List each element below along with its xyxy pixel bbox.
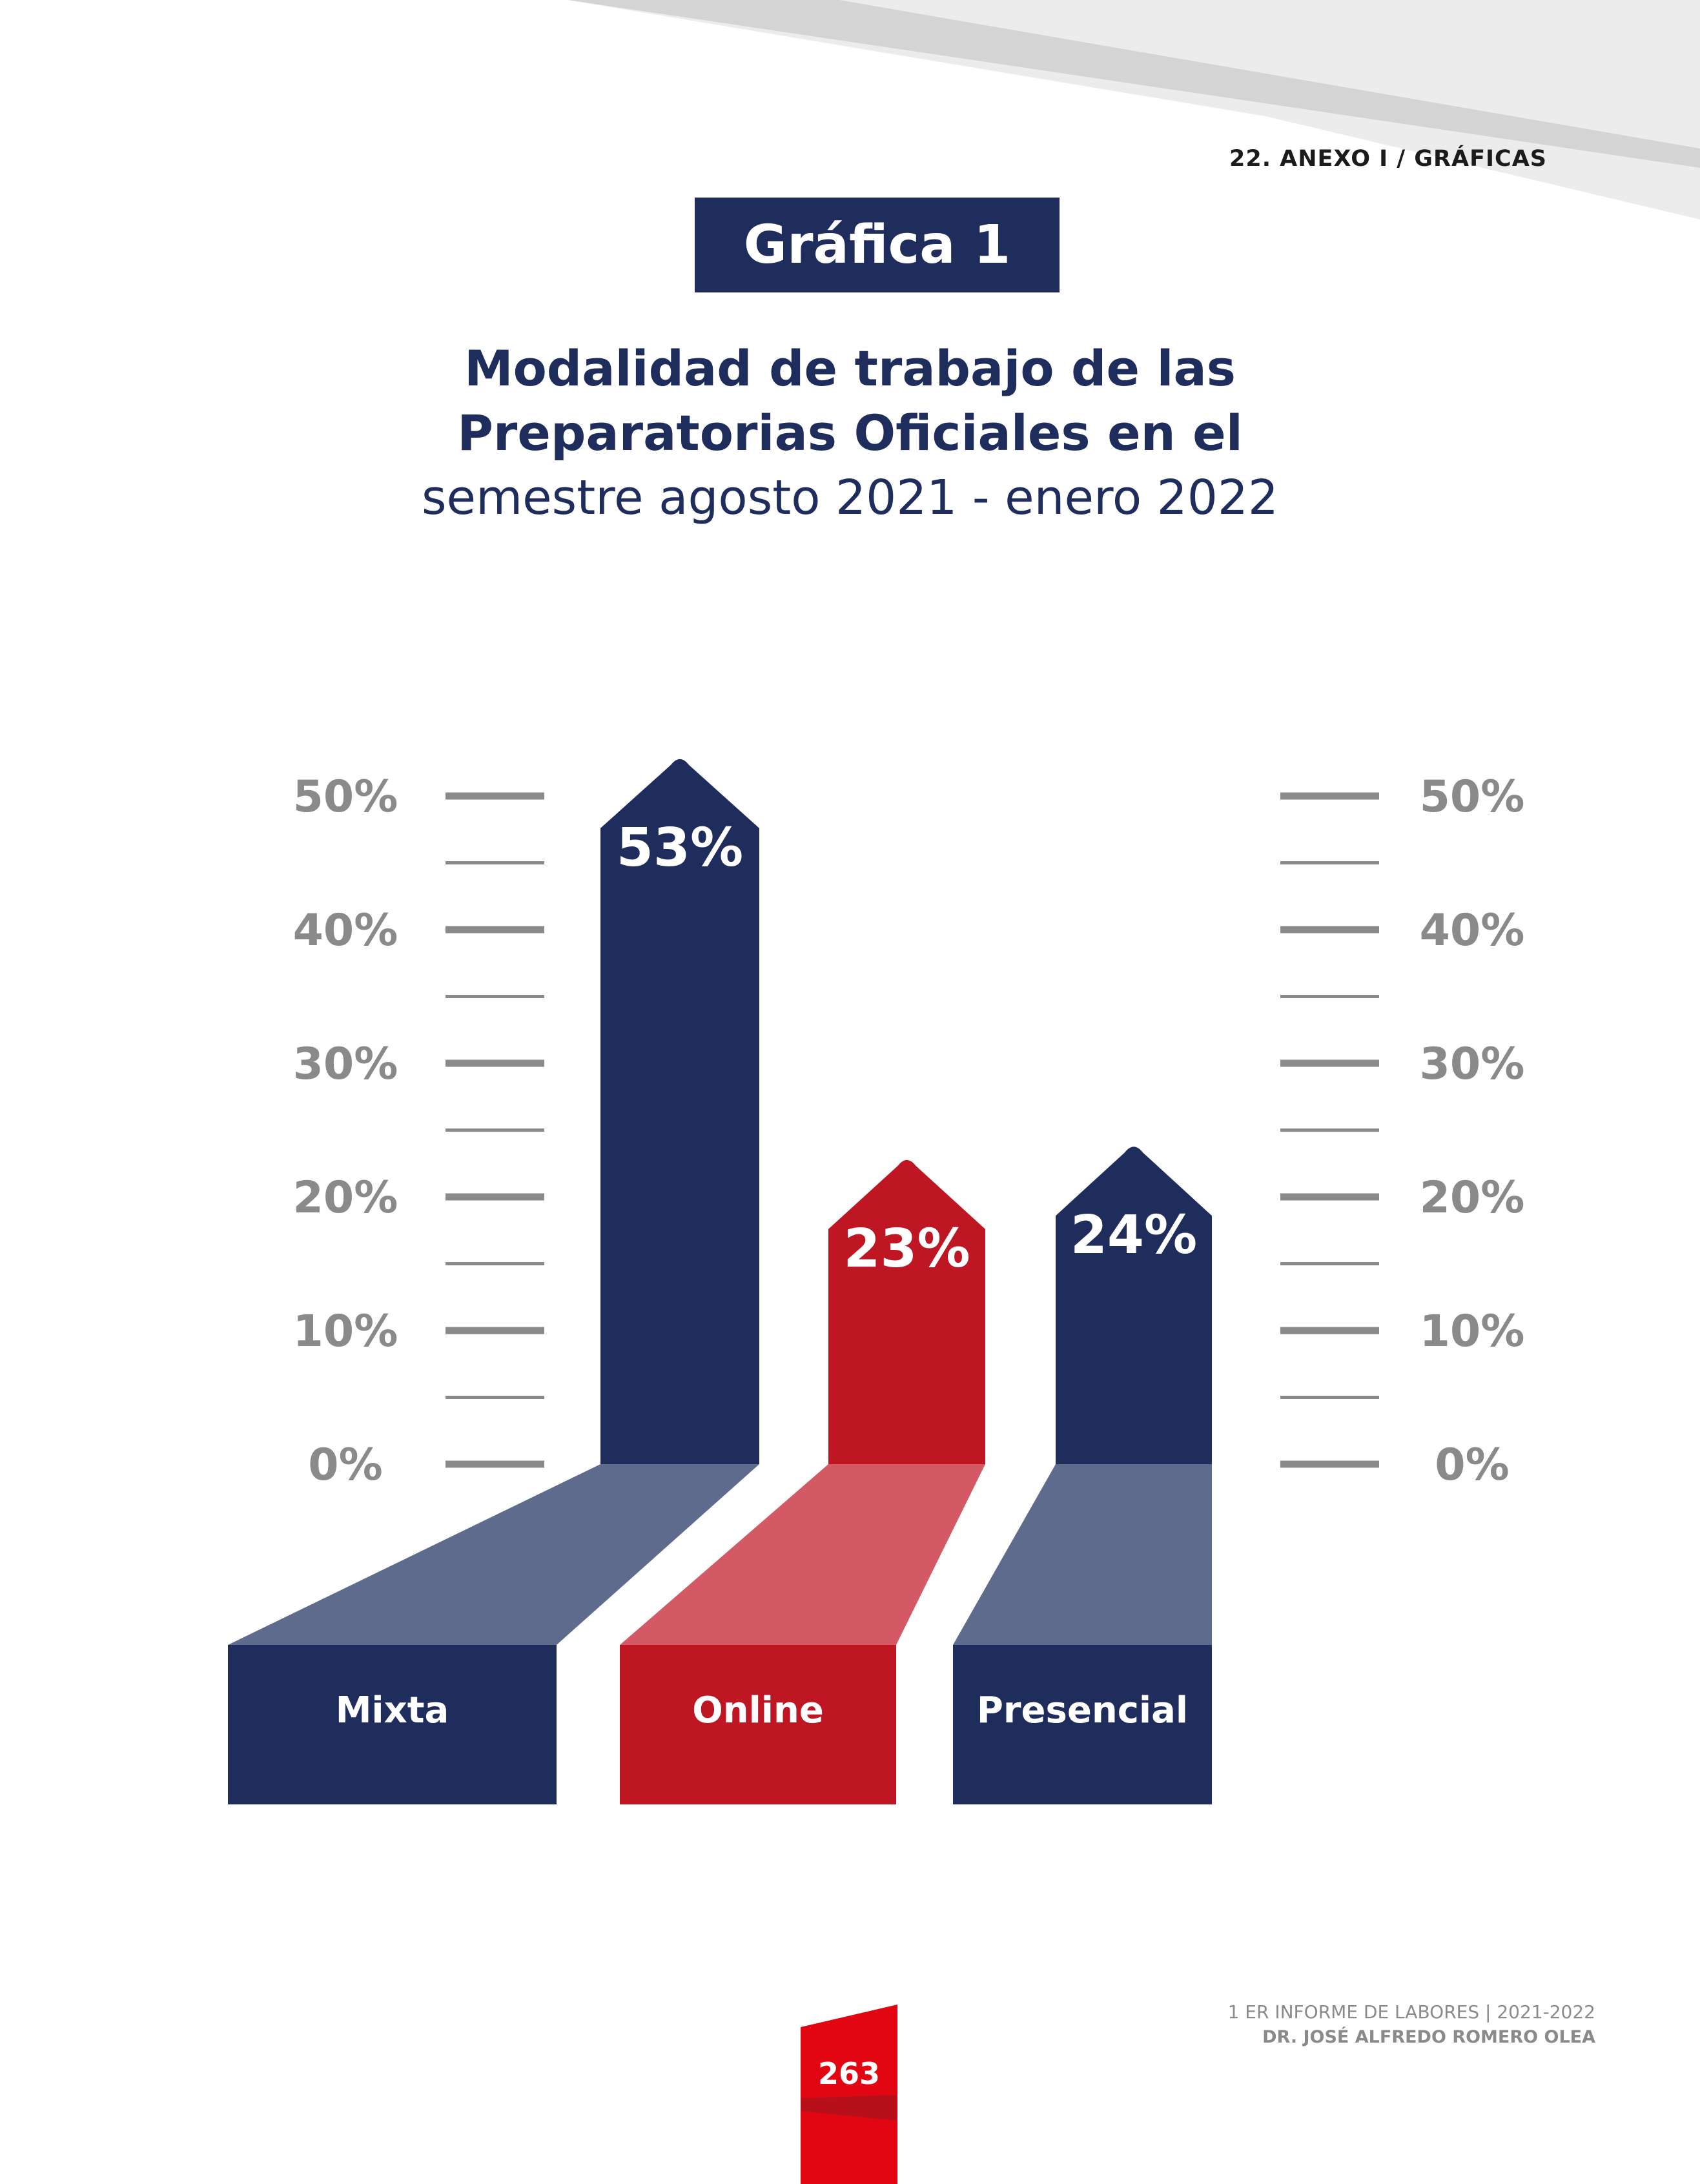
right-axis-label-50: 50% <box>1420 771 1525 822</box>
bar-value-label-presencial: 24% <box>1070 1205 1197 1266</box>
category-box-presencial <box>953 1645 1212 1804</box>
left-axis-label-10: 10% <box>293 1306 398 1357</box>
left-axis-label-50: 50% <box>293 771 398 822</box>
bar-base-online <box>620 1464 985 1645</box>
bar-base-presencial <box>953 1464 1212 1645</box>
bar-mixta <box>600 759 759 1464</box>
page-tab-fold <box>801 2095 897 2121</box>
page-number: 263 <box>817 2056 881 2091</box>
category-box-online <box>620 1645 896 1804</box>
left-axis-label-20: 20% <box>293 1172 398 1223</box>
bar-presencial <box>1056 1147 1212 1464</box>
category-label-mixta: Mixta <box>336 1689 449 1731</box>
chart-subtitle: semestre agosto 2021 - enero 2022 <box>421 470 1278 526</box>
footer-author: DR. JOSÉ ALFREDO ROMERO OLEA <box>1262 2027 1595 2047</box>
bar-online <box>828 1159 985 1464</box>
bar-base-mixta <box>228 1464 759 1645</box>
category-label-presencial: Presencial <box>977 1689 1188 1731</box>
category-label-online: Online <box>692 1689 824 1731</box>
right-axis-label-10: 10% <box>1420 1306 1525 1357</box>
left-axis-label-0: 0% <box>308 1440 382 1491</box>
right-axis-label-0: 0% <box>1435 1440 1509 1491</box>
section-label: 22. ANEXO I / GRÁFICAS <box>1229 146 1547 172</box>
footer-report-title: 1 ER INFORME DE LABORES | 2021-2022 <box>1227 2001 1595 2023</box>
bar-value-label-online: 23% <box>843 1218 970 1280</box>
category-box-mixta <box>228 1645 557 1804</box>
chart-title-line-1: Modalidad de trabajo de las <box>464 340 1236 397</box>
figure-badge: Gráfica 1 <box>695 198 1060 292</box>
right-axis-label-20: 20% <box>1420 1172 1525 1223</box>
right-axis-label-30: 30% <box>1420 1039 1525 1090</box>
bar-value-label-mixta: 53% <box>617 817 743 879</box>
left-axis-label-30: 30% <box>293 1039 398 1090</box>
page-tab-shape <box>801 2005 897 2184</box>
chart-title-line-2: Preparatorias Oficiales en el <box>457 404 1243 462</box>
left-axis-label-40: 40% <box>293 905 398 956</box>
top-right-gray-stripe <box>568 0 1700 168</box>
top-right-gray-swoosh <box>568 0 1700 219</box>
right-axis-label-40: 40% <box>1420 905 1525 956</box>
